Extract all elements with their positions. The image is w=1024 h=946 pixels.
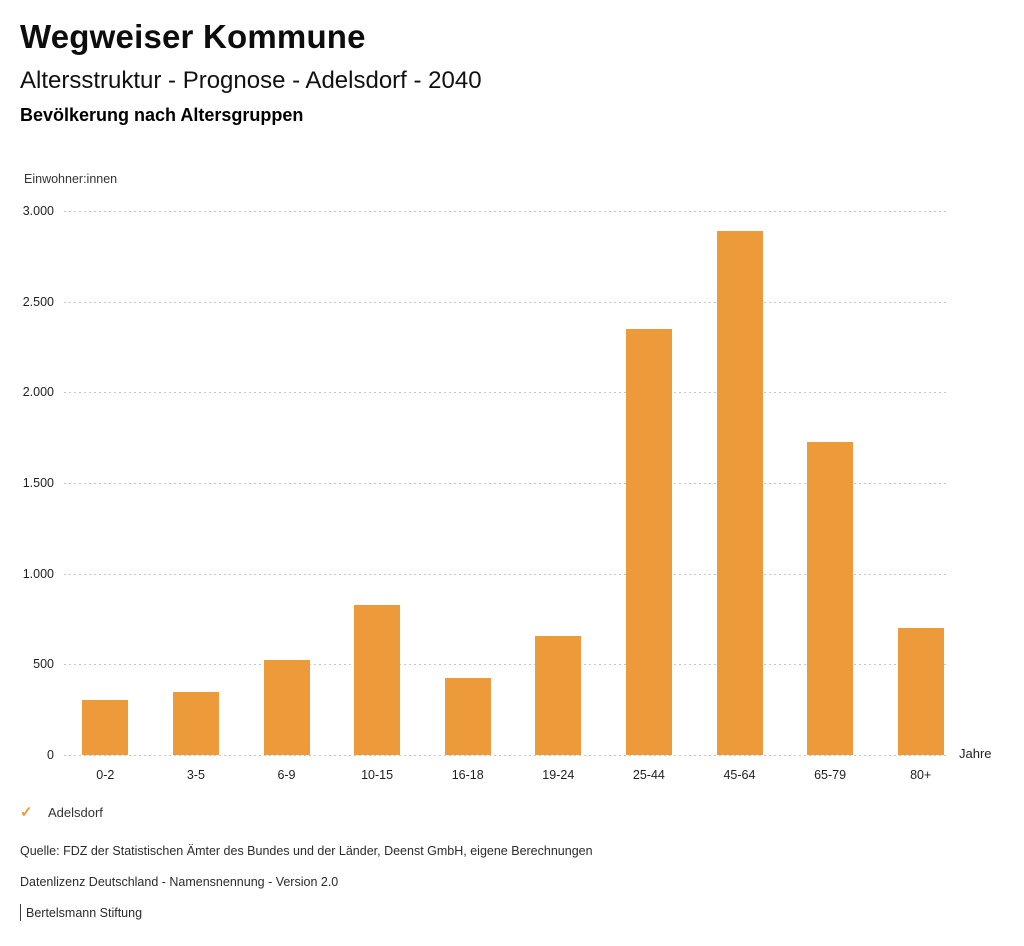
- gridline-3000: [64, 211, 948, 212]
- x-axis-title: Jahre: [959, 746, 992, 761]
- license-line: Datenlizenz Deutschland - Namensnennung …: [20, 875, 339, 889]
- y-tick-label: 2.000: [22, 385, 54, 400]
- gridline-1000: [64, 573, 948, 575]
- legend-label: Adelsdorf: [48, 804, 103, 820]
- attribution-line: Bertelsmann Stiftung: [20, 904, 142, 921]
- page-title: Wegweiser Kommune: [20, 18, 366, 55]
- gridline-2500: [64, 301, 948, 303]
- chart-subtitle: Altersstruktur - Prognose - Adelsdorf - …: [20, 67, 482, 94]
- x-tick-label-0-2: 0-2: [96, 768, 115, 782]
- bar-3-5[interactable]: [172, 691, 219, 755]
- y-tick-label: 3.000: [22, 204, 54, 218]
- x-tick-label-45-64: 45-64: [723, 768, 756, 782]
- y-tick-label: 0: [47, 748, 54, 762]
- bar-0-2[interactable]: [82, 699, 129, 755]
- y-axis-title: Einwohner:innen: [24, 172, 118, 186]
- y-tick-label: 1.000: [22, 566, 54, 581]
- y-tick-label: 500: [33, 657, 54, 672]
- bar-16-18[interactable]: [444, 677, 491, 755]
- y-tick-label: 2.500: [22, 294, 54, 309]
- x-tick-label-80+: 80+: [910, 768, 932, 782]
- bar-6-9[interactable]: [263, 659, 310, 755]
- gridline-1500: [64, 483, 948, 484]
- x-tick-label-16-18: 16-18: [451, 768, 484, 782]
- x-tick-label-25-44: 25-44: [632, 768, 665, 782]
- bar-65-79[interactable]: [807, 442, 854, 755]
- x-tick-label-3-5: 3-5: [186, 768, 205, 782]
- legend-item-adelsdorf[interactable]: ✓ Adelsdorf: [20, 803, 103, 821]
- x-tick-label-19-24: 19-24: [542, 768, 575, 782]
- bar-25-44[interactable]: [625, 328, 672, 755]
- y-tick-label: 1.500: [22, 476, 54, 490]
- bar-80+[interactable]: [897, 628, 944, 755]
- source-line: Quelle: FDZ der Statistischen Ämter des …: [20, 844, 593, 858]
- gridline-0: [64, 755, 948, 756]
- attribution-label: Bertelsmann Stiftung: [26, 905, 143, 920]
- gridline-2000: [64, 392, 948, 394]
- gridline-500: [64, 664, 948, 666]
- bar-10-15[interactable]: [354, 604, 401, 755]
- x-tick-label-10-15: 10-15: [361, 768, 394, 782]
- section-title: Bevölkerung nach Altersgruppen: [20, 105, 304, 125]
- bar-19-24[interactable]: [535, 636, 582, 755]
- bertelsmann-logo-bar: [20, 904, 21, 921]
- check-icon: ✓: [20, 804, 33, 821]
- plot-area: 0 500 1.000 1.500 2.000 2.500 3.000 0-2 3-5 6-9 10…: [23, 204, 966, 782]
- x-tick-label-6-9: 6-9: [277, 768, 296, 782]
- x-tick-label-65-79: 65-79: [814, 768, 847, 782]
- bar-45-64[interactable]: [716, 230, 763, 755]
